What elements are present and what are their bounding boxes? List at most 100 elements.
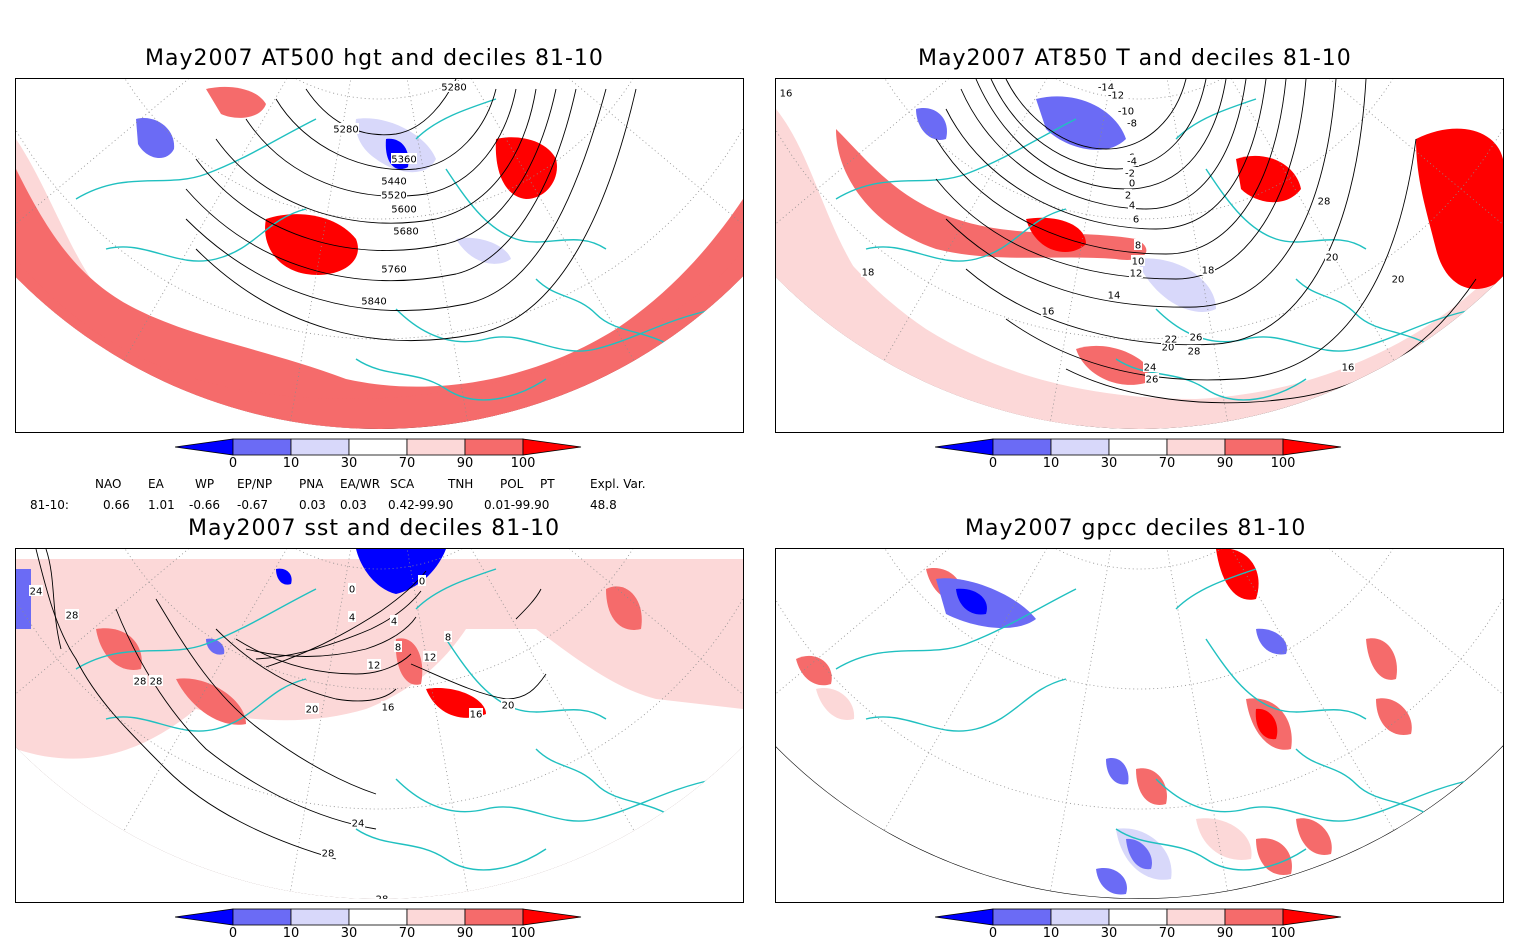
contour-label-bg bbox=[381, 701, 395, 712]
contour-label: 24 bbox=[30, 587, 43, 598]
map-sst: 24 28 28 28 0 0 4 4 8 8 12 12 16 16 20 20 24 28 28 bbox=[15, 548, 744, 903]
longitude-gridline bbox=[1050, 549, 1140, 892]
coastline bbox=[835, 118, 1077, 200]
contour-label: -14 bbox=[1098, 83, 1114, 94]
contour-label-bg bbox=[1161, 341, 1175, 352]
contour-label-bg bbox=[423, 651, 437, 662]
decile-shading bbox=[1296, 818, 1332, 855]
contour-label-bg bbox=[149, 675, 163, 686]
colorbar-tick-label: 0 bbox=[988, 926, 998, 941]
contour-label: -8 bbox=[1127, 119, 1137, 130]
colorbar-tick-label: 10 bbox=[1042, 456, 1060, 471]
contour-label-bg bbox=[1116, 105, 1136, 116]
contour-label-bg bbox=[1041, 305, 1055, 316]
idx-value-explvar: 48.8 bbox=[590, 498, 617, 512]
map-gpcc bbox=[775, 548, 1504, 903]
colorbar-seg-1 bbox=[232, 908, 292, 926]
contour-label: 22 bbox=[1165, 335, 1178, 346]
colorbar-seg-2 bbox=[290, 908, 350, 926]
contour-label: 16 bbox=[382, 703, 395, 714]
colorbar-tick-label: 100 bbox=[1270, 456, 1296, 471]
longitude-gridline bbox=[378, 549, 635, 831]
colorbar-tick-label: 10 bbox=[1042, 926, 1060, 941]
longitude-gridline bbox=[1138, 79, 1503, 248]
contour-label: 16 bbox=[780, 89, 793, 100]
contour-label: -12 bbox=[1108, 91, 1124, 102]
decile-shading bbox=[1196, 818, 1252, 860]
coastline bbox=[75, 588, 317, 670]
idx-value-epnp: -0.67 bbox=[237, 498, 269, 512]
longitude-gridline bbox=[290, 549, 380, 892]
panel-title-hgt: May2007 AT500 hgt and deciles 81-10 bbox=[145, 46, 604, 71]
contour-label-bg bbox=[1106, 89, 1126, 100]
contour-line bbox=[235, 638, 412, 675]
longitude-gridline bbox=[1138, 549, 1228, 892]
contour-line bbox=[245, 616, 417, 657]
longitude-gridline bbox=[16, 549, 380, 718]
contour-label: 18 bbox=[862, 268, 875, 279]
decile-shading bbox=[776, 159, 1503, 429]
contour-label-bg bbox=[1125, 155, 1139, 166]
contour-label-bg bbox=[348, 583, 356, 594]
contour-label-bg bbox=[394, 641, 402, 652]
idx-value-pna: 0.03 bbox=[299, 498, 326, 512]
colorbar-tick-label: 90 bbox=[456, 926, 474, 941]
contour-label-bg bbox=[1325, 251, 1339, 262]
decile-shading bbox=[495, 137, 557, 199]
contour-label-bg bbox=[1143, 361, 1157, 372]
contour-label-bg bbox=[469, 708, 483, 719]
decile-shading bbox=[916, 108, 947, 140]
colorbar-seg-4 bbox=[406, 908, 466, 926]
contour-label-bg bbox=[381, 263, 407, 274]
decile-shading bbox=[1256, 838, 1292, 875]
contour-label: 12 bbox=[1130, 269, 1143, 280]
panel-title-gpcc: May2007 gpcc deciles 81-10 bbox=[965, 516, 1307, 541]
contour-line bbox=[965, 79, 1367, 346]
contour-label: 16 bbox=[1342, 363, 1355, 374]
idx-header-pna: PNA bbox=[299, 477, 324, 491]
contour-label: 0 bbox=[349, 585, 355, 596]
decile-shading bbox=[1416, 128, 1503, 289]
idx-value-wp: -0.66 bbox=[189, 498, 221, 512]
decile-shading bbox=[1036, 96, 1126, 150]
colorbar-seg-3 bbox=[1108, 438, 1168, 456]
decile-shading bbox=[1366, 638, 1397, 680]
contour-label: 4 bbox=[1129, 201, 1135, 212]
contour-label: 5840 bbox=[361, 297, 386, 308]
colorbar-tick-label: 30 bbox=[1100, 456, 1118, 471]
colorbar-seg-1 bbox=[232, 438, 292, 456]
coastline bbox=[535, 748, 677, 820]
contour-label: 18 bbox=[1202, 266, 1215, 277]
colorbar-seg-5 bbox=[1224, 438, 1284, 456]
colorbar-gpcc: 0 10 30 70 90 100 bbox=[934, 908, 1355, 948]
coastline bbox=[445, 638, 607, 720]
decile-shading bbox=[395, 638, 423, 685]
contour-label-bg bbox=[381, 189, 407, 200]
contour-line bbox=[515, 588, 542, 620]
contour-label-bg bbox=[1134, 239, 1142, 250]
idx-value-sca-a: 0.42 bbox=[388, 498, 415, 512]
contour-label: 8 bbox=[1135, 241, 1141, 252]
contour-line bbox=[215, 88, 537, 224]
idx-value-pol: 0.01-99.90 bbox=[484, 498, 549, 512]
contour-label: 20 bbox=[306, 705, 319, 716]
contour-label-bg bbox=[1145, 373, 1159, 384]
colorbar-tick-label: 70 bbox=[398, 456, 416, 471]
idx-header-pol: POL bbox=[500, 477, 524, 491]
idx-value-ea: 1.01 bbox=[148, 498, 175, 512]
coastline bbox=[415, 98, 497, 140]
coastline bbox=[355, 358, 547, 401]
contour-line bbox=[1005, 79, 1187, 150]
idx-header-wp: WP bbox=[195, 477, 215, 491]
colorbar-tick-label: 0 bbox=[228, 926, 238, 941]
contour-label-bg bbox=[1132, 213, 1140, 224]
contour-label-bg bbox=[441, 81, 467, 92]
contour-label-bg bbox=[779, 87, 793, 98]
decile-shading bbox=[1126, 838, 1152, 870]
colorbar-tick-label: 90 bbox=[1216, 926, 1234, 941]
idx-header-eawr: EA/WR bbox=[340, 477, 381, 491]
panel-title-sst: May2007 sst and deciles 81-10 bbox=[188, 516, 561, 541]
longitude-gridline bbox=[378, 549, 468, 892]
contour-label: 2 bbox=[1125, 191, 1131, 202]
